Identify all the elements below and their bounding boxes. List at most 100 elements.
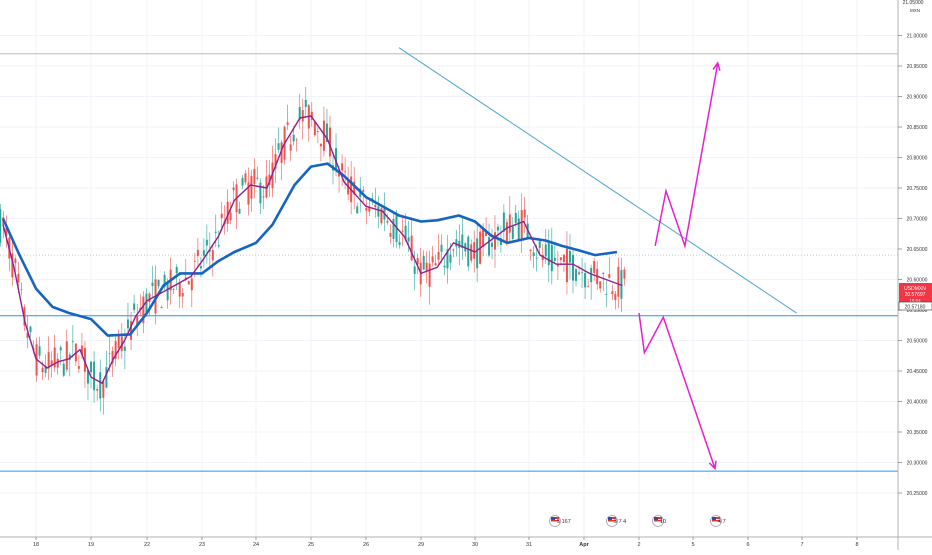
flag-stripe bbox=[654, 520, 662, 522]
candle-body bbox=[96, 389, 99, 391]
candle-body bbox=[617, 266, 620, 297]
time-tick-label: 2 bbox=[637, 542, 640, 548]
price-axis-currency-label: MXN bbox=[910, 8, 920, 13]
candle-body bbox=[505, 222, 508, 243]
slow-moving-average-line bbox=[1, 162, 618, 337]
candle-body bbox=[538, 241, 541, 248]
candle-body bbox=[214, 231, 217, 233]
candle-body bbox=[238, 208, 241, 214]
candle-body bbox=[407, 237, 410, 242]
event-marker[interactable]: 3 7 4 bbox=[606, 515, 627, 527]
price-tick-label: 20.40000 bbox=[907, 400, 928, 406]
event-marker[interactable]: 4 7 bbox=[710, 515, 726, 527]
candle-body bbox=[341, 163, 344, 171]
candle-body bbox=[202, 250, 205, 256]
time-tick-label: 25 bbox=[308, 542, 314, 548]
candle-body bbox=[148, 293, 151, 303]
candle-body bbox=[133, 303, 136, 310]
price-tick-label: 20.25000 bbox=[907, 491, 928, 497]
candle-body bbox=[310, 111, 313, 120]
candle-body bbox=[365, 207, 368, 211]
candle-body bbox=[295, 139, 298, 141]
price-axis[interactable]: 21.05000 MXN 20.25000 20.30000 20.35000 20.… bbox=[898, 0, 928, 497]
candle-body bbox=[41, 367, 44, 373]
candle-body bbox=[5, 228, 8, 236]
candle-body bbox=[392, 219, 395, 239]
candle-body bbox=[59, 347, 62, 351]
bullish-projection-arrow[interactable] bbox=[654, 62, 719, 249]
candle-body bbox=[38, 346, 41, 356]
candle-body bbox=[602, 272, 605, 274]
candle-body bbox=[226, 201, 229, 224]
candle-body bbox=[90, 361, 92, 373]
candle-body bbox=[532, 252, 535, 257]
price-axis-background bbox=[898, 0, 932, 537]
candle-body bbox=[374, 204, 377, 208]
candle-body bbox=[250, 175, 253, 199]
candle-body bbox=[56, 358, 59, 368]
candle-body bbox=[520, 210, 523, 240]
time-tick-label: 5 bbox=[691, 542, 694, 548]
descending-trendline[interactable] bbox=[398, 47, 797, 314]
price-tick-label: 20.45000 bbox=[907, 369, 928, 375]
current-price-countdown: 15:04 bbox=[909, 298, 921, 303]
candle-body bbox=[587, 285, 590, 287]
candle-body bbox=[280, 142, 283, 163]
bearish-projection-arrow[interactable] bbox=[638, 312, 716, 469]
current-price-tag bbox=[899, 283, 932, 303]
candle-body bbox=[335, 148, 338, 171]
time-axis[interactable]: 18 19 22 23 24 25 26 29 30 31 Apr 2 5 6 7 8 bbox=[33, 537, 859, 548]
price-tags: USDMXN 20.57697 15:04 20.57180 bbox=[898, 283, 932, 311]
candle-body bbox=[289, 144, 292, 151]
candle-body bbox=[428, 263, 431, 287]
candle-body bbox=[232, 187, 235, 191]
candle-body bbox=[476, 238, 479, 269]
price-tick-label: 20.75000 bbox=[907, 186, 928, 192]
candle-body bbox=[50, 360, 53, 365]
candle-body bbox=[440, 244, 443, 252]
flag-stripe bbox=[608, 520, 616, 522]
time-tick-label: 7 bbox=[800, 542, 803, 548]
candle-body bbox=[322, 120, 325, 151]
candle-body bbox=[26, 333, 29, 338]
candle-body bbox=[496, 226, 499, 231]
candle-body bbox=[344, 171, 347, 173]
event-marker[interactable]: 5 167 bbox=[549, 515, 571, 527]
price-tick-label: 20.85000 bbox=[907, 125, 928, 131]
candle-body bbox=[65, 341, 68, 370]
candle-body bbox=[157, 279, 160, 287]
candle-body bbox=[416, 257, 419, 265]
candle-body bbox=[111, 350, 114, 364]
candle-body bbox=[565, 248, 568, 283]
candle-body bbox=[461, 234, 464, 249]
candle-body bbox=[458, 240, 461, 248]
current-price-symbol: USDMXN bbox=[904, 286, 926, 292]
candle-body bbox=[163, 274, 166, 288]
candle-body bbox=[493, 232, 496, 250]
candle-body bbox=[47, 352, 50, 369]
drawings[interactable] bbox=[398, 47, 797, 471]
candle-body bbox=[485, 231, 488, 237]
candles bbox=[0, 86, 626, 415]
candle-body bbox=[211, 250, 214, 261]
candle-body bbox=[29, 326, 32, 333]
candle-body bbox=[395, 215, 398, 243]
candle-body bbox=[145, 293, 148, 313]
candle-body bbox=[470, 244, 473, 261]
event-marker[interactable]: 10 bbox=[652, 515, 667, 527]
candle-body bbox=[181, 293, 184, 297]
price-tick-label: 20.80000 bbox=[907, 156, 928, 162]
candle-body bbox=[611, 291, 614, 295]
bid-price-value: 20.57180 bbox=[905, 305, 926, 311]
candle-body bbox=[473, 242, 476, 259]
time-tick-label: 31 bbox=[526, 542, 532, 548]
candle-body bbox=[256, 177, 259, 179]
candle-body bbox=[356, 206, 359, 214]
candle-body bbox=[491, 242, 494, 248]
candle-body bbox=[431, 256, 434, 263]
event-markers[interactable]: 5 167 3 7 4 10 4 7 bbox=[549, 515, 726, 527]
candle-body bbox=[514, 212, 517, 223]
candle-body bbox=[380, 208, 383, 224]
